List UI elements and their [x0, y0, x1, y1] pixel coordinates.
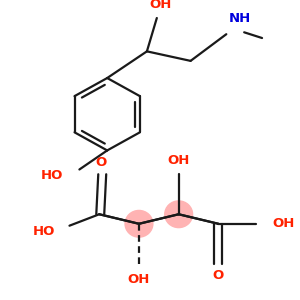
Text: O: O — [213, 269, 224, 282]
Circle shape — [125, 210, 153, 237]
Text: HO: HO — [41, 169, 64, 182]
Text: OH: OH — [272, 217, 294, 230]
Text: OH: OH — [128, 272, 150, 286]
Text: OH: OH — [167, 154, 190, 167]
Text: OH: OH — [150, 0, 172, 11]
Circle shape — [165, 201, 193, 228]
Text: HO: HO — [33, 225, 56, 238]
Text: O: O — [96, 156, 107, 169]
Text: NH: NH — [229, 13, 251, 26]
